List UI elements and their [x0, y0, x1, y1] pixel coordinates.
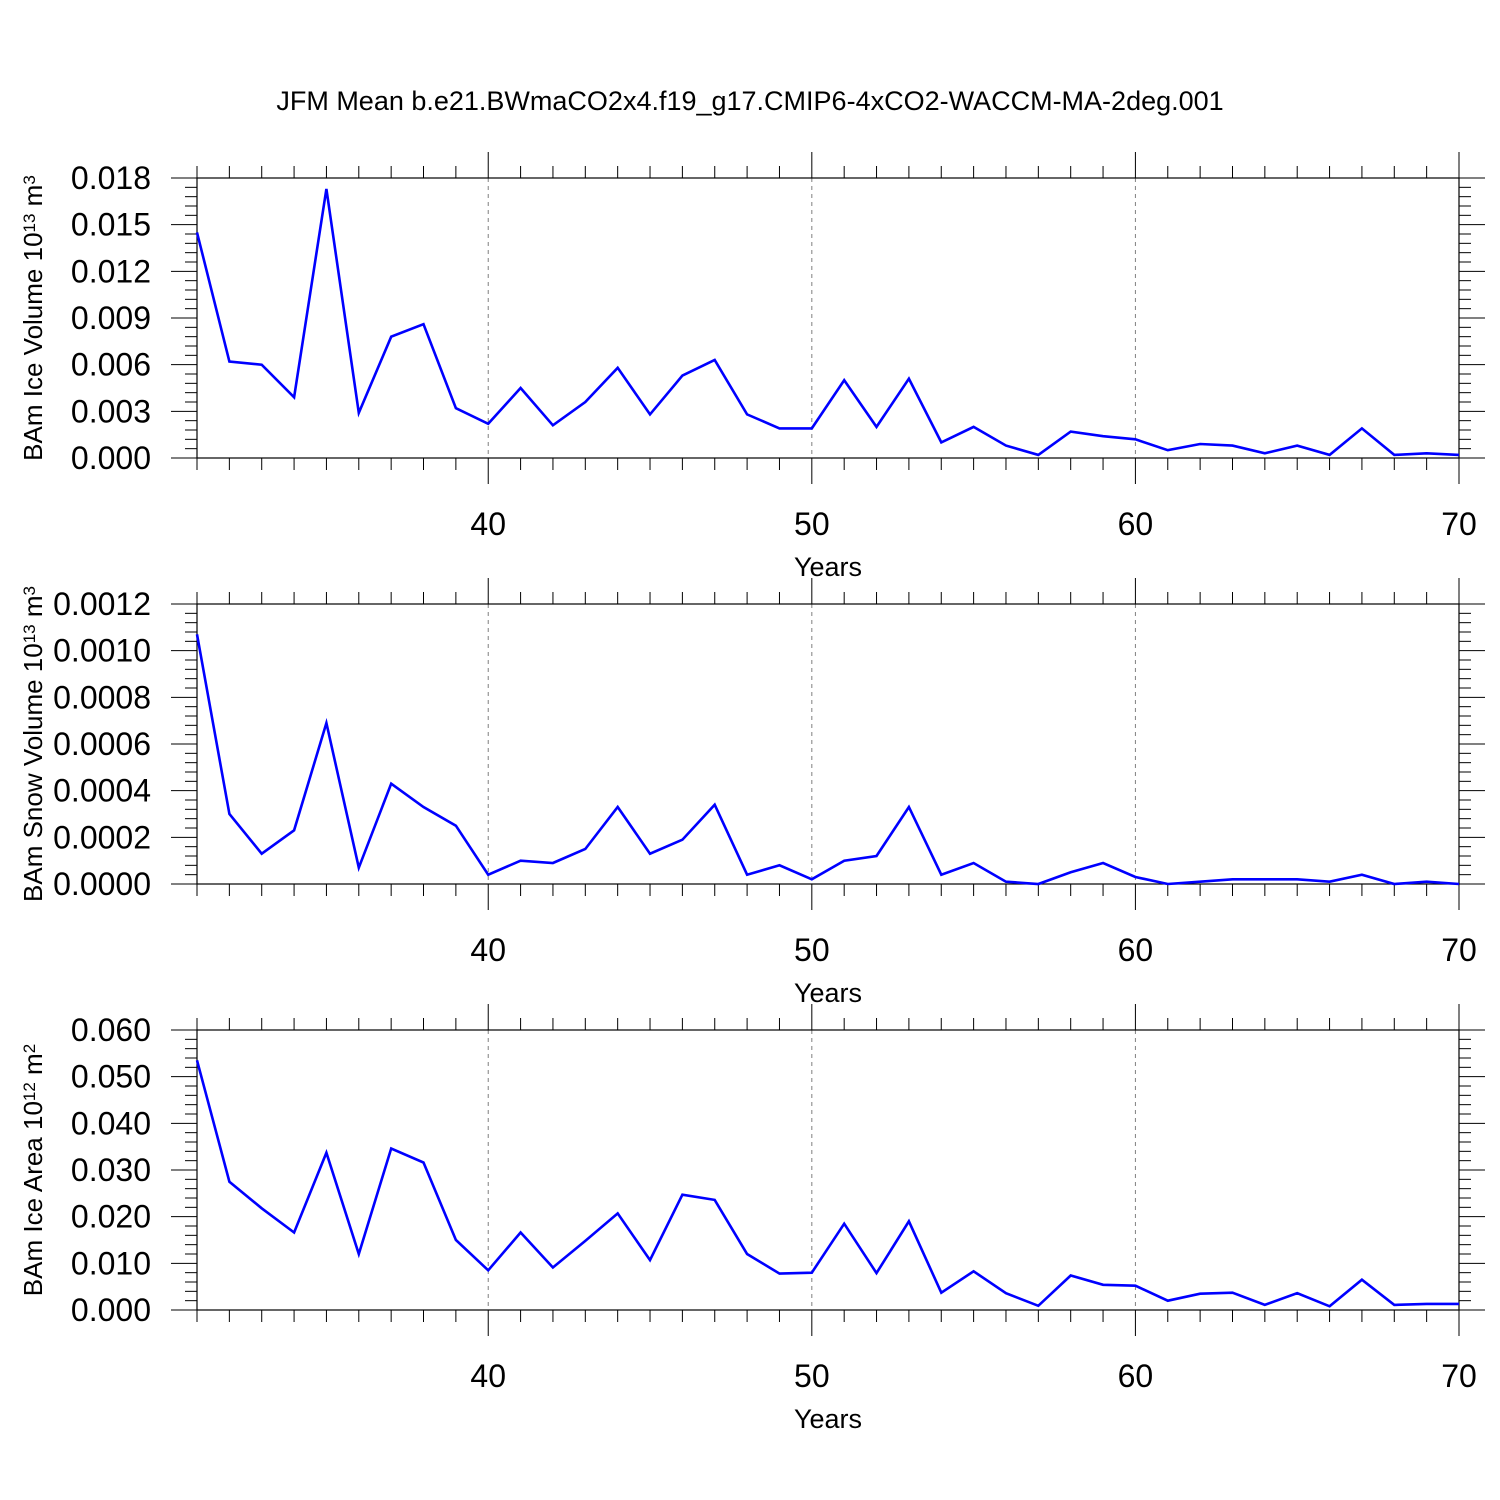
x-tick-label: 50 — [794, 506, 830, 542]
x-tick-label: 50 — [794, 932, 830, 968]
y-tick-label: 0.0006 — [53, 726, 151, 762]
panel-ice-volume: 0.000 0.003 0.006 0.009 0.012 0.015 0.018 40 50 6… — [18, 152, 1485, 582]
panel-snow-volume: 0.0000 0.0002 0.0004 0.0006 0.0008 0.0010 0.00… — [18, 578, 1485, 1008]
y-tick-label: 0.0008 — [53, 679, 151, 715]
x-tick-label: 60 — [1118, 506, 1154, 542]
y-tick-label: 0.0010 — [53, 633, 151, 669]
x-tick-label: 50 — [794, 1358, 830, 1394]
series-line — [195, 188, 1460, 457]
y-tick-label: 0.0004 — [53, 773, 151, 809]
x-tick-label: 60 — [1118, 1358, 1154, 1394]
panel-ice-area: 0.000 0.010 0.020 0.030 0.040 0.050 0.060 40 50 6… — [18, 1004, 1485, 1434]
y-tick-label: 0.010 — [71, 1245, 151, 1281]
y-tick-label: 0.018 — [71, 160, 151, 196]
plot-frame — [196, 603, 1460, 885]
x-tick-label: 40 — [470, 932, 506, 968]
y-tick-label: 0.000 — [71, 440, 151, 476]
x-axis-label: Years — [794, 552, 862, 582]
y-axis-label: BAm Snow Volume 1013 m3 — [18, 586, 48, 902]
y-tick-label: 0.060 — [71, 1012, 151, 1048]
plot-frame — [196, 1029, 1460, 1311]
y-tick-label: 0.050 — [71, 1059, 151, 1095]
y-tick-label: 0.009 — [71, 300, 151, 336]
x-axis-label: Years — [794, 1404, 862, 1434]
y-tick-label: 0.0000 — [53, 866, 151, 902]
series-line — [195, 1059, 1459, 1308]
y-tick-label: 0.003 — [71, 393, 151, 429]
x-tick-label: 70 — [1441, 1358, 1477, 1394]
y-tick-label: 0.0002 — [53, 819, 151, 855]
y-tick-label: 0.015 — [71, 207, 151, 243]
y-axis-label: BAm Ice Area 1012 m2 — [18, 1044, 48, 1296]
y-tick-label: 0.030 — [71, 1152, 151, 1188]
y-tick-label: 0.040 — [71, 1105, 151, 1141]
y-tick-label: 0.020 — [71, 1199, 151, 1235]
series-line — [195, 634, 1460, 886]
x-tick-label: 40 — [470, 1358, 506, 1394]
y-tick-label: 0.006 — [71, 347, 151, 383]
x-axis-label: Years — [794, 978, 862, 1008]
x-tick-label: 40 — [470, 506, 506, 542]
y-tick-label: 0.000 — [71, 1292, 151, 1328]
x-tick-label: 60 — [1118, 932, 1154, 968]
x-tick-label: 70 — [1441, 932, 1477, 968]
plot-frame — [196, 177, 1460, 459]
y-tick-label: 0.0012 — [53, 586, 151, 622]
y-tick-label: 0.012 — [71, 253, 151, 289]
x-tick-label: 70 — [1441, 506, 1477, 542]
y-axis-label: BAm Ice Volume 1013 m3 — [18, 175, 48, 461]
chart-title: JFM Mean b.e21.BWmaCO2x4.f19_g17.CMIP6-4… — [276, 86, 1224, 116]
